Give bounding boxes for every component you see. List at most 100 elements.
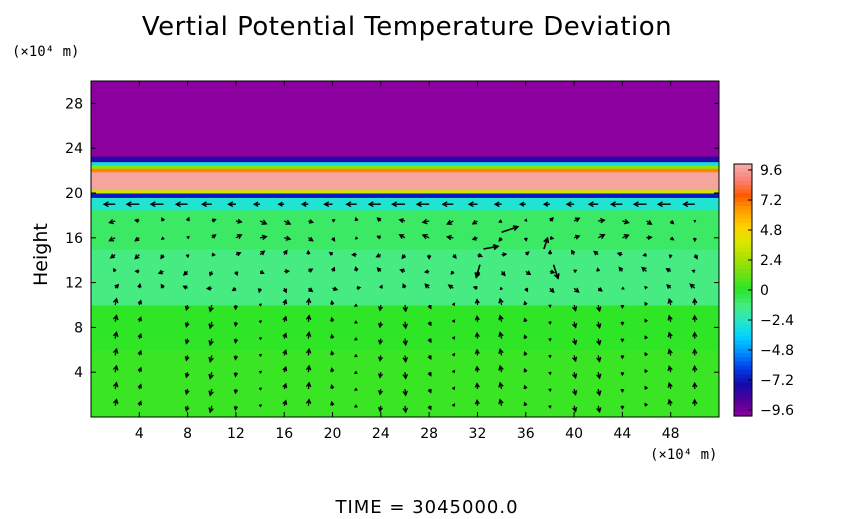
wind-vector-23 bbox=[667, 398, 673, 406]
wind-vector-81 bbox=[258, 353, 263, 357]
wind-vector-55 bbox=[233, 372, 239, 378]
wind-vector-316 bbox=[493, 201, 502, 208]
wind-vector-181 bbox=[257, 288, 262, 294]
colorbar-segment-34 bbox=[734, 306, 752, 312]
wind-vector-62 bbox=[402, 372, 409, 380]
wind-vector-138 bbox=[427, 321, 432, 327]
wind-vector-219 bbox=[573, 269, 578, 273]
wind-vector-83 bbox=[305, 347, 312, 356]
wind-vector-34 bbox=[330, 383, 335, 390]
colorbar-segment-37 bbox=[734, 319, 752, 325]
wind-vector-11 bbox=[377, 405, 384, 413]
wind-vector-28 bbox=[184, 388, 190, 396]
wind-vector-284 bbox=[331, 219, 336, 223]
wind-vector-242 bbox=[525, 251, 530, 256]
colorbar-segment-33 bbox=[734, 302, 752, 308]
colorbar-segment-41 bbox=[734, 336, 752, 341]
wind-vector-144 bbox=[572, 321, 578, 329]
wind-vector-133 bbox=[305, 314, 312, 322]
colorbar-segment-0 bbox=[734, 164, 752, 169]
wind-vector-174 bbox=[692, 297, 698, 306]
colorbar-segment-4 bbox=[734, 180, 752, 186]
wind-vector-56 bbox=[258, 370, 263, 374]
wind-vector-94 bbox=[572, 355, 578, 363]
colorbar-segment-49 bbox=[734, 369, 752, 375]
wind-vector-251 bbox=[134, 236, 140, 242]
chart-title: Vertial Potential Temperature Deviation bbox=[141, 12, 673, 42]
wind-vector-297 bbox=[646, 219, 653, 225]
wind-vector-307 bbox=[277, 201, 285, 207]
wind-vector-170 bbox=[596, 304, 602, 313]
wind-vector-99 bbox=[692, 348, 698, 356]
wind-vector-289 bbox=[446, 219, 454, 225]
colorbar-segment-26 bbox=[734, 273, 752, 278]
colorbar-segment-40 bbox=[734, 332, 752, 337]
wind-vector-142 bbox=[523, 317, 528, 323]
colorbar-segment-5 bbox=[734, 185, 752, 190]
wind-vector-major-0 bbox=[483, 244, 500, 251]
colorbar-segment-58 bbox=[734, 407, 752, 413]
wind-vector-324 bbox=[682, 201, 695, 208]
wind-vector-112 bbox=[402, 338, 409, 347]
colorbar-segment-19 bbox=[734, 243, 752, 249]
wind-vector-32 bbox=[282, 382, 288, 390]
wind-vector-98 bbox=[667, 348, 673, 356]
field-band-12 bbox=[91, 81, 719, 157]
colorbar-label-4: 0 bbox=[760, 283, 769, 299]
wind-vector-283 bbox=[308, 219, 314, 224]
wind-vector-143 bbox=[548, 321, 552, 325]
wind-vector-107 bbox=[282, 332, 288, 339]
wind-vector-82 bbox=[282, 349, 288, 356]
wind-vector-106 bbox=[258, 337, 263, 341]
wind-vector-224 bbox=[691, 269, 696, 274]
field-band-11 bbox=[91, 156, 719, 163]
colorbar-label-6: −4.8 bbox=[760, 343, 794, 359]
wind-vector-282 bbox=[283, 219, 292, 225]
wind-vector-145 bbox=[596, 321, 602, 330]
wind-vector-173 bbox=[667, 297, 673, 306]
wind-vector-217 bbox=[525, 270, 532, 276]
wind-vector-244 bbox=[571, 249, 576, 255]
wind-vector-154 bbox=[208, 304, 214, 313]
wind-vector-147 bbox=[644, 318, 648, 323]
wind-vector-303 bbox=[174, 201, 188, 208]
wind-vector-136 bbox=[377, 321, 384, 329]
wind-vector-258 bbox=[308, 236, 314, 242]
wind-vector-175 bbox=[114, 283, 120, 289]
x-tick-label-0: 4 bbox=[135, 426, 144, 442]
wind-vector-89 bbox=[451, 352, 456, 357]
colorbar-label-1: 7.2 bbox=[760, 193, 782, 209]
wind-vector-164 bbox=[451, 302, 456, 306]
x-tick-label-5: 24 bbox=[372, 426, 390, 442]
wind-vector-field bbox=[102, 201, 698, 414]
wind-vector-260 bbox=[355, 236, 359, 240]
wind-vector-150 bbox=[112, 297, 119, 306]
wind-vector-194 bbox=[573, 287, 580, 294]
wind-vector-116 bbox=[498, 331, 504, 339]
wind-vector-254 bbox=[211, 234, 217, 239]
wind-vector-275 bbox=[108, 219, 116, 225]
wind-vector-71 bbox=[620, 372, 625, 377]
wind-vector-225 bbox=[109, 253, 116, 259]
wind-vector-309 bbox=[323, 201, 333, 208]
colorbar-segment-53 bbox=[734, 386, 752, 392]
wind-vector-163 bbox=[427, 304, 432, 310]
wind-vector-155 bbox=[233, 304, 239, 311]
colorbar-segment-55 bbox=[734, 395, 752, 400]
wind-vector-16 bbox=[498, 398, 504, 406]
wind-vector-304 bbox=[200, 201, 212, 208]
wind-vector-195 bbox=[597, 287, 603, 292]
wind-vector-40 bbox=[474, 382, 480, 390]
wind-vector-261 bbox=[376, 235, 382, 240]
colorbar-segment-35 bbox=[734, 311, 752, 316]
wind-vector-322 bbox=[632, 201, 647, 208]
wind-vector-115 bbox=[474, 331, 480, 339]
wind-vector-0 bbox=[112, 398, 119, 406]
wind-vector-114 bbox=[451, 335, 456, 340]
wind-vector-285 bbox=[354, 216, 359, 222]
colorbar-segment-54 bbox=[734, 390, 752, 396]
wind-vector-95 bbox=[596, 355, 602, 363]
wind-vector-199 bbox=[689, 283, 696, 289]
wind-vector-49 bbox=[692, 381, 698, 390]
wind-vector-268 bbox=[549, 236, 555, 240]
